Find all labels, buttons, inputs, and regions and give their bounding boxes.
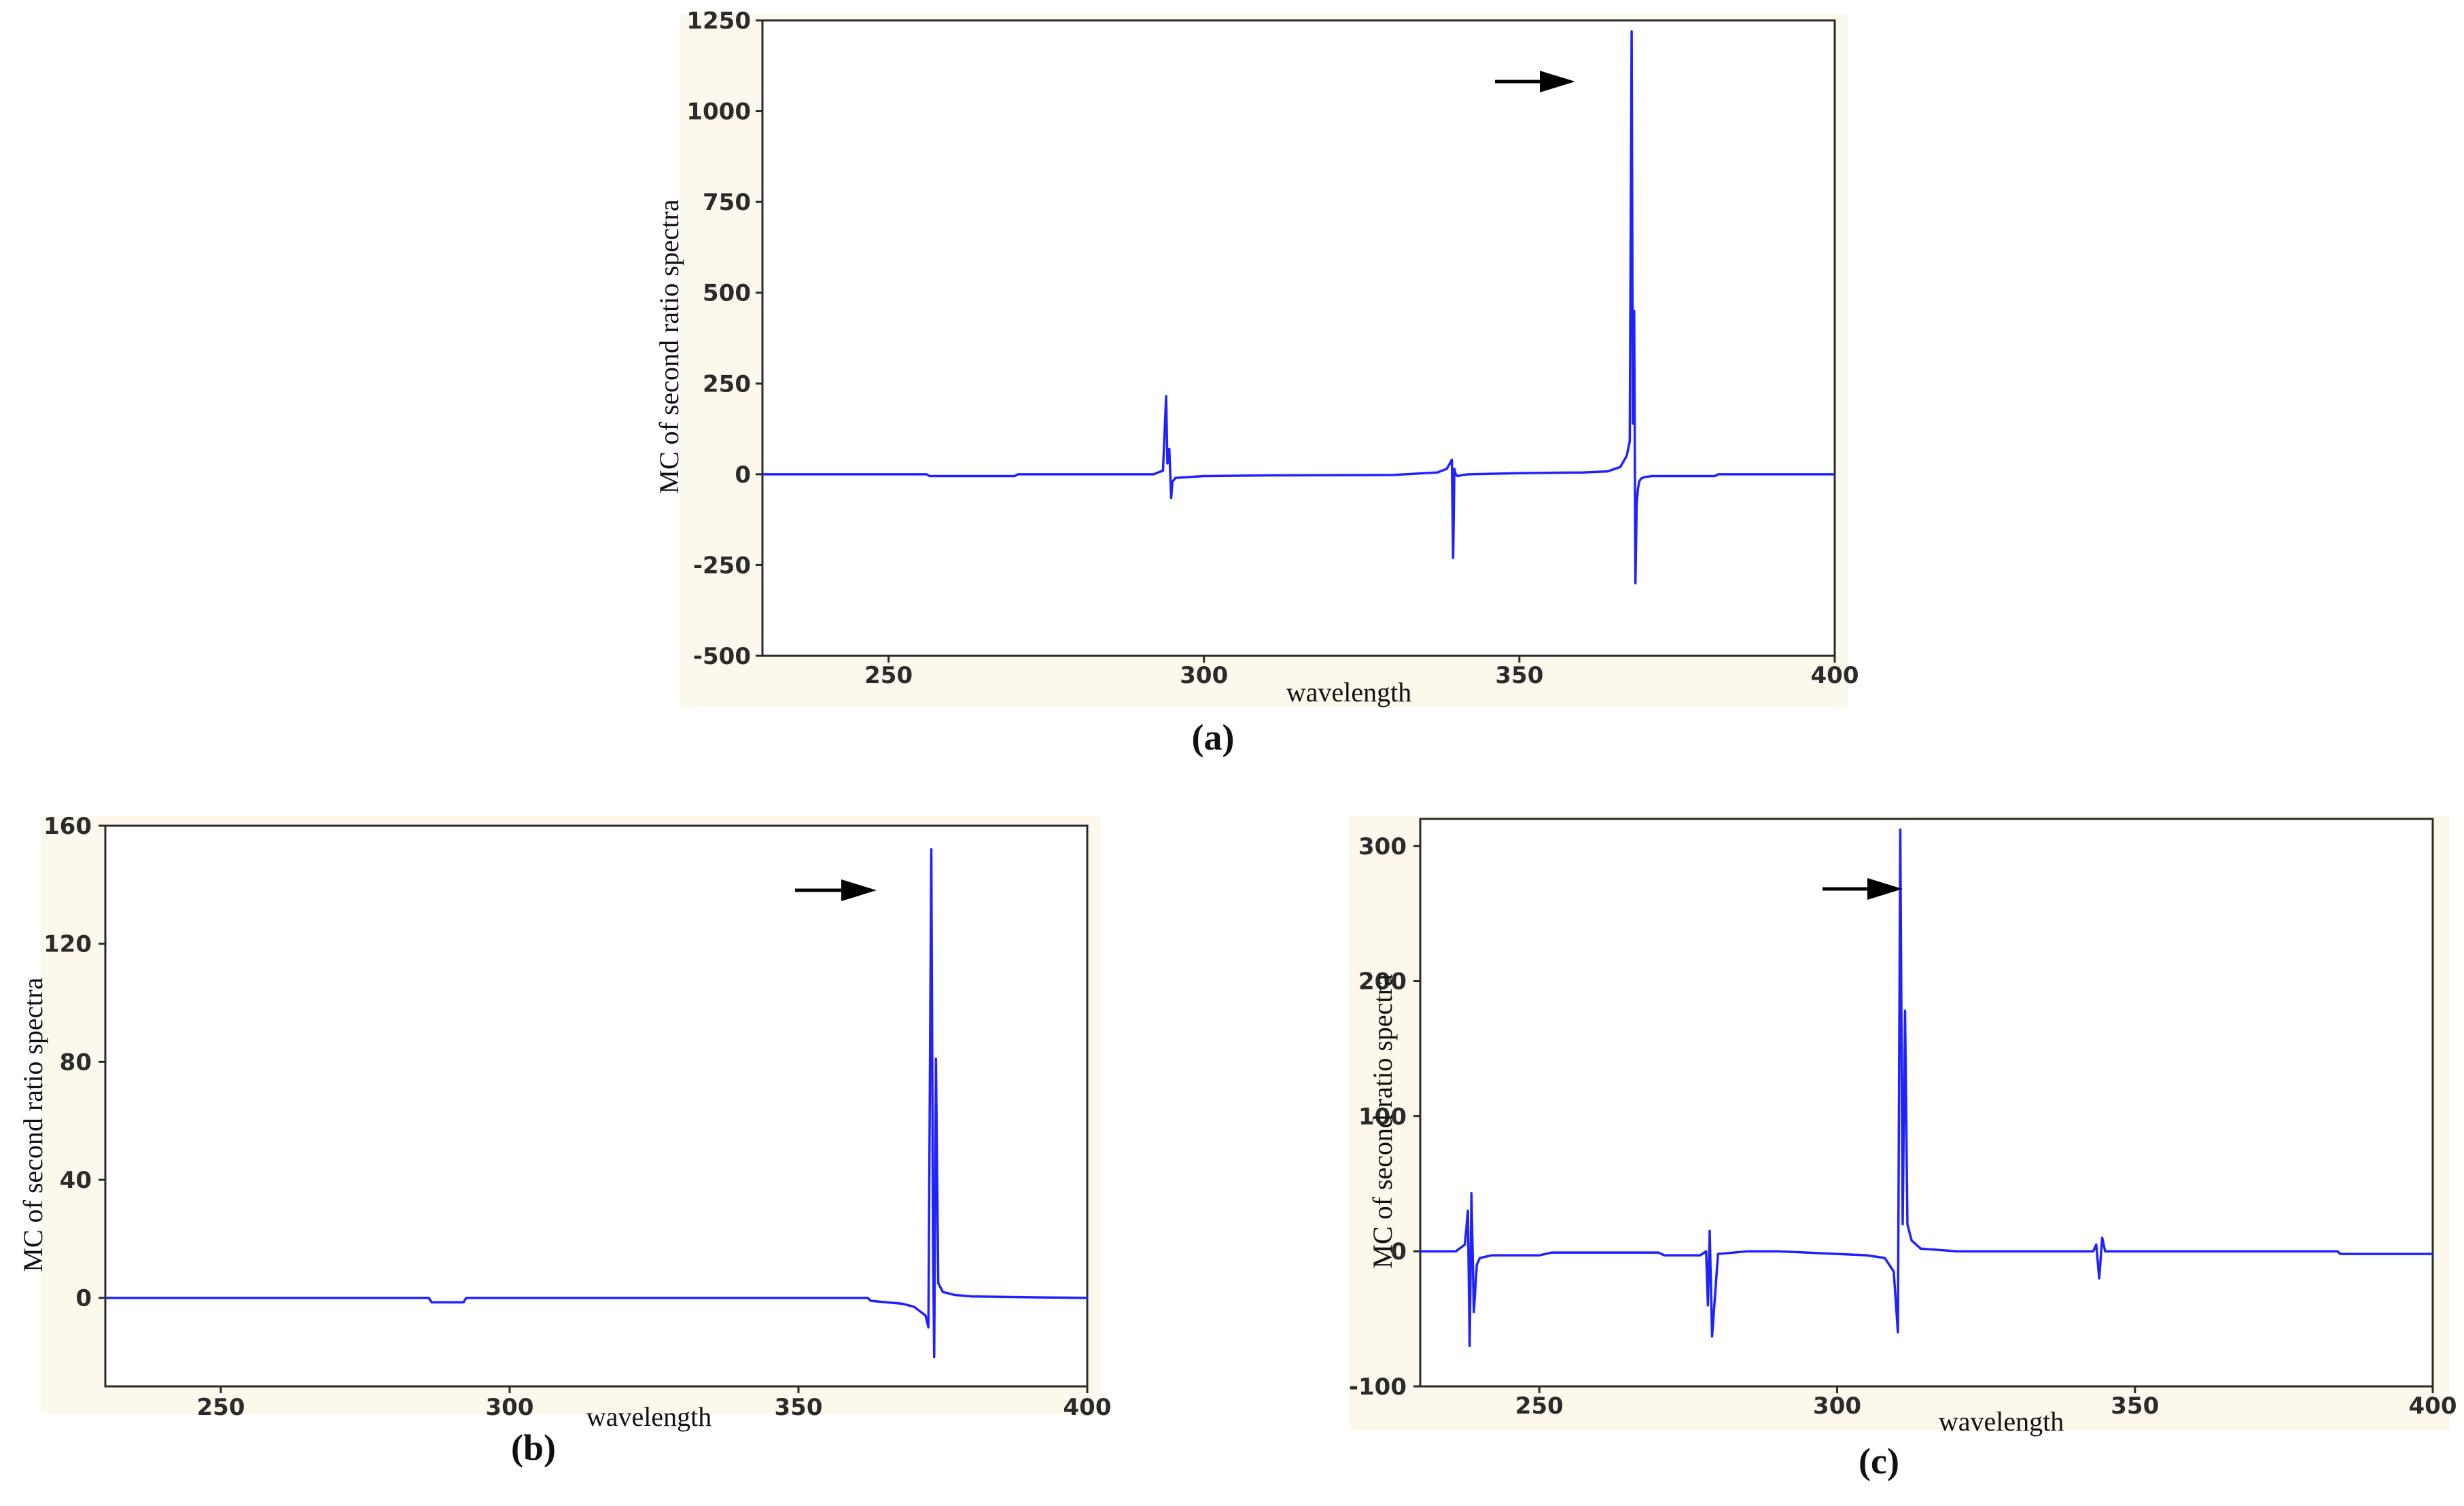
panel-b-x-tick-label: 250	[197, 1394, 245, 1421]
panel-a-x-axis-label: wavelength	[1286, 677, 1411, 707]
panel-c-arrow-head	[1867, 878, 1903, 900]
panel-a-x-tick-label: 250	[864, 662, 913, 689]
panel-a-y-tick-label: 1000	[686, 99, 751, 126]
panel-b: 0 40 80 120 160 250 300 350 400 wavelength MC o…	[18, 813, 1111, 1468]
panel-b-x-tick-label: 300	[486, 1394, 534, 1421]
panel-b-y-axis-label: MC of second ratio spectra	[18, 977, 48, 1272]
panel-c-arrow	[1823, 878, 1903, 900]
panel-c-x-tick-label: 300	[1813, 1393, 1861, 1420]
panel-c-x-tick-label: 350	[2111, 1393, 2159, 1420]
panel-b-x-axis-label: wavelength	[586, 1401, 711, 1432]
panel-a-plot-area	[761, 19, 1836, 657]
panel-a-series-line	[762, 30, 1835, 584]
panel-b-caption: (b)	[511, 1427, 556, 1468]
panel-a-y-tick-label: -250	[693, 552, 751, 579]
panel-c-y-ticks: -100 0 100 200 300	[1349, 833, 1420, 1401]
panel-a-y-tick-label: 750	[703, 189, 751, 216]
panel-a-y-tick-label: 0	[735, 461, 751, 489]
panel-b-arrow-head	[841, 879, 877, 901]
panel-c: -100 0 100 200 300 250 300 350 400 wavelength M…	[1349, 816, 2457, 1482]
panel-c-x-tick-label: 400	[2409, 1393, 2457, 1420]
panel-a-arrow	[1495, 71, 1575, 92]
panel-a-x-tick-label: 400	[1811, 662, 1859, 689]
panel-c-y-tick-label: 200	[1358, 968, 1407, 996]
panel-a-x-tick-label: 350	[1495, 662, 1543, 689]
panel-b-arrow	[795, 879, 877, 901]
panel-c-y-tick-label: 100	[1358, 1103, 1407, 1130]
panel-b-series-line	[105, 847, 1088, 1359]
panel-b-y-tick-label: 160	[43, 813, 92, 840]
panel-a-y-tick-label: 250	[703, 370, 751, 398]
panel-c-series-line	[1420, 828, 2433, 1348]
panel-c-x-ticks: 250 300 350 400	[1515, 1386, 2457, 1420]
panel-c-x-axis-label: wavelength	[1939, 1406, 2064, 1437]
panel-a-x-tick-label: 300	[1180, 662, 1228, 689]
panel-a-y-tick-label: 1250	[686, 7, 751, 35]
panel-a-caption: (a)	[1192, 717, 1235, 758]
panel-b-y-ticks: 0 40 80 120 160	[43, 813, 105, 1312]
panel-c-y-tick-label: -100	[1349, 1373, 1407, 1401]
panel-c-caption: (c)	[1859, 1441, 1899, 1482]
panel-a-y-axis-label: MC of second ratio spectra	[654, 199, 684, 493]
panel-b-plot-area	[104, 824, 1089, 1388]
panel-c-y-axis-label: MC of second ratio spectra	[1367, 974, 1398, 1268]
panel-b-y-tick-label: 80	[60, 1049, 92, 1076]
panel-b-y-tick-label: 120	[43, 931, 92, 958]
panel-b-x-tick-label: 350	[775, 1394, 823, 1421]
panel-b-x-tick-label: 400	[1063, 1394, 1112, 1421]
panel-c-plot-area	[1419, 818, 2434, 1388]
panel-c-y-tick-label: 300	[1358, 833, 1407, 860]
panel-c-x-tick-label: 250	[1515, 1393, 1564, 1420]
panel-a-y-tick-label: 500	[703, 280, 751, 307]
panel-b-x-ticks: 250 300 350 400	[197, 1386, 1112, 1421]
panel-b-y-tick-label: 40	[60, 1167, 92, 1194]
panel-a-arrow-head	[1540, 71, 1575, 92]
panel-c-y-tick-label: 0	[1390, 1238, 1407, 1265]
panel-a-x-ticks: 250 300 350 400	[864, 656, 1859, 689]
panel-a-y-tick-label: -500	[693, 643, 751, 670]
panel-b-y-tick-label: 0	[75, 1285, 92, 1312]
panel-a-y-ticks: -500 -250 0 250 500 750 1000 1250	[686, 7, 762, 670]
